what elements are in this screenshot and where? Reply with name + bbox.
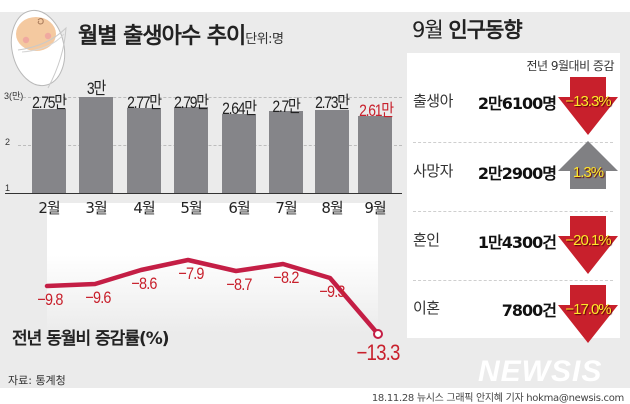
stat-value: 2만6100명	[477, 94, 557, 113]
unit-label: 단위:명	[245, 32, 284, 47]
bar-may	[174, 107, 208, 193]
month-label: 6월	[228, 199, 250, 217]
month-label: 3월	[85, 199, 107, 217]
line-chart-background	[47, 203, 378, 333]
stat-label: 혼인	[413, 231, 440, 249]
panel-title-rest: 인구동향	[448, 18, 522, 42]
stat-value: 2만2900명	[477, 164, 557, 183]
credit-text: 18.11.28 뉴시스 그래픽 안지혜 기자 hokma@newsis.com	[371, 393, 624, 404]
line-value-label: −7.9	[178, 264, 204, 283]
line-value-label: −9.6	[85, 288, 111, 307]
line-value-label: −8.7	[226, 275, 252, 294]
gridline-3	[18, 97, 402, 98]
stat-value: 7800건	[501, 301, 557, 320]
row-divider	[413, 142, 613, 143]
line-value-label-highlight: −13.3	[356, 340, 400, 365]
baby-icon	[10, 9, 67, 89]
bar-value-label: 2.75만	[32, 93, 67, 112]
stat-label: 출생아	[413, 92, 453, 110]
ytick-2: 2	[5, 137, 11, 147]
bar-jun	[222, 114, 256, 193]
change-pct: −20.1%	[565, 232, 611, 249]
bar-value-label: 2.7만	[272, 97, 301, 116]
bar-value-label: 2.77만	[127, 93, 162, 112]
stat-row-deaths: 사망자 2만2900명 1.3%	[407, 141, 620, 213]
up-arrow-icon: 1.3%	[558, 141, 618, 199]
title-text: 월별 출생아수 추이	[78, 24, 246, 49]
bar-aug	[315, 110, 349, 193]
line-chart-title: 전년 동월비 증감률(%)	[12, 329, 170, 349]
line-value-label: −8.6	[131, 274, 157, 293]
bar-value-label-highlight: 2.61만	[359, 101, 394, 120]
bar-value-label: 3만	[86, 79, 106, 98]
down-arrow-icon: −20.1%	[558, 216, 618, 274]
month-label: 2월	[38, 199, 60, 217]
stat-label: 이혼	[413, 299, 440, 317]
column-note: 전년 9월대비 증감	[526, 59, 614, 73]
panel-title: 9월 인구동향	[412, 14, 523, 44]
stat-value: 1만4300건	[477, 233, 557, 252]
down-arrow-icon: −13.3%	[558, 77, 618, 135]
row-divider	[413, 280, 613, 281]
change-pct: −17.0%	[565, 301, 611, 318]
change-pct: 1.3%	[572, 164, 604, 181]
month-label: 8월	[321, 199, 343, 217]
stat-row-births: 출생아 2만6100명 −13.3%	[407, 73, 620, 143]
bar-value-label: 2.73만	[315, 93, 350, 112]
month-label: 9월	[364, 199, 386, 217]
stat-label: 사망자	[413, 162, 453, 180]
month-label: 5월	[180, 199, 202, 217]
month-label: 7월	[275, 199, 297, 217]
ytick-3: 3(만)	[4, 91, 24, 101]
bar-sep	[358, 116, 392, 193]
newsis-logo: NEWSIS	[478, 355, 603, 388]
ytick-1: 1	[5, 183, 11, 193]
stats-panel: 전년 9월대비 증감 출생아 2만6100명 −13.3% 사망자 2만2900…	[407, 53, 620, 343]
bar-apr	[127, 108, 161, 193]
bar-chart-title: 월별 출생아수 추이단위:명	[78, 18, 284, 50]
panel-title-month: 9월	[412, 18, 444, 42]
source-label: 자료: 통계청	[8, 374, 66, 387]
month-label: 4월	[133, 199, 155, 217]
stat-row-divorces: 이혼 7800건 −17.0%	[407, 283, 620, 353]
bar-value-label: 2.79만	[174, 93, 209, 112]
line-value-label: −8.2	[273, 268, 299, 287]
bar-value-label: 2.64만	[222, 99, 257, 118]
bar-mar	[79, 97, 113, 193]
line-value-label: −9.3	[319, 282, 345, 301]
bar-jul	[269, 111, 303, 193]
bar-feb	[32, 109, 66, 193]
line-value-label: −9.8	[37, 290, 63, 309]
x-axis	[5, 193, 402, 194]
stat-row-marriages: 혼인 1만4300건 −20.1%	[407, 213, 620, 283]
change-pct: −13.3%	[565, 93, 611, 110]
row-divider	[413, 211, 613, 212]
gridline-2	[18, 145, 402, 146]
down-arrow-icon: −17.0%	[558, 285, 618, 343]
